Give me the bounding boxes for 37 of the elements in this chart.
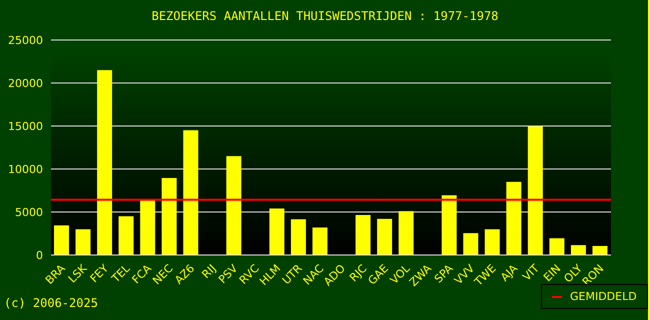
bar [140, 200, 156, 255]
bar [183, 130, 198, 255]
y-tick-label: 15000 [8, 120, 43, 133]
bar [97, 70, 112, 255]
y-tick-label: 10000 [8, 162, 43, 176]
chart-title: BEZOEKERS AANTALLEN THUISWEDSTRIJDEN : 1977-1978 [150, 9, 500, 23]
y-tick-label: 20000 [8, 76, 43, 90]
bar [570, 245, 586, 255]
bar [290, 219, 306, 255]
y-tick-label: 5000 [15, 206, 43, 219]
x-tick-label: RIJ [199, 262, 219, 282]
bar [398, 211, 414, 255]
bar [312, 227, 328, 255]
bar [506, 182, 522, 255]
bar [463, 233, 478, 255]
bar [528, 126, 543, 255]
y-tick-label: 0 [36, 248, 43, 262]
bar [118, 216, 134, 255]
bar [442, 195, 457, 255]
y-tick-label: 25000 [8, 34, 43, 47]
bar [162, 178, 177, 255]
x-tick-label: RJC [347, 262, 370, 284]
x-tick-label: BRA [42, 262, 68, 287]
x-tick-label: AJA [498, 262, 521, 284]
x-tick-label: EIN [541, 262, 564, 284]
bar [54, 225, 69, 255]
legend-label: GEMIDDELD [570, 290, 637, 303]
text: (c) 2006-2025 [4, 296, 98, 310]
bar [484, 229, 500, 255]
x-tick-label: VIT [520, 262, 542, 284]
bar [377, 218, 392, 255]
bar [269, 208, 284, 255]
bar [549, 238, 564, 255]
bar [356, 215, 371, 255]
bar [592, 246, 608, 255]
bar [226, 156, 242, 255]
bar [76, 229, 91, 255]
